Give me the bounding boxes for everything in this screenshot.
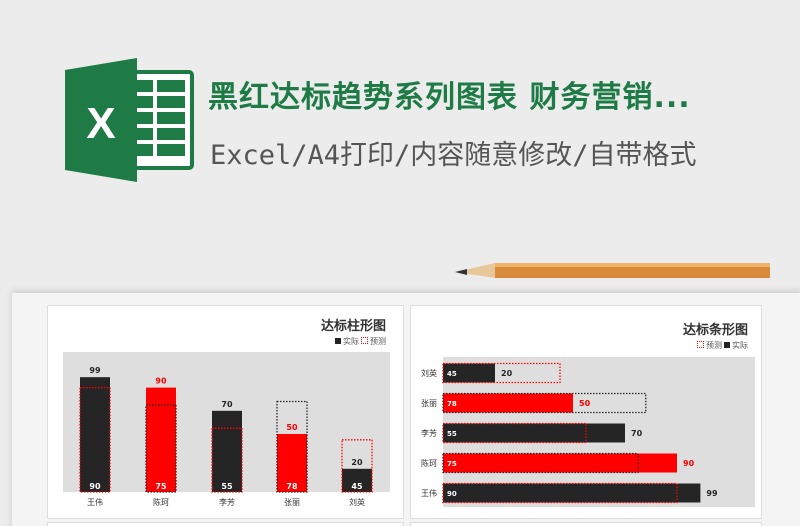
forecast-bar-outline: [341, 439, 373, 493]
page-subtitle: Excel/A4打印/内容随意修改/自带格式: [210, 140, 697, 171]
category-label: 刘英: [349, 497, 365, 507]
svg-text:X: X: [86, 99, 115, 148]
category-label: 王伟: [421, 488, 437, 498]
forecast-value-label: 45: [351, 482, 363, 491]
legend-forecast: 预测: [370, 337, 386, 346]
forecast-bar-outline: [276, 400, 308, 493]
actual-bar: [212, 410, 242, 492]
actual-value-label: 20: [501, 369, 513, 378]
legend-actual: 实际: [732, 341, 748, 350]
forecast-value-label: 90: [89, 482, 101, 491]
category-label: 陈珂: [153, 497, 169, 507]
category-label: 张丽: [421, 399, 437, 408]
category-label: 王伟: [87, 497, 103, 507]
forecast-bar-outline: [442, 452, 639, 474]
actual-bar: [443, 363, 495, 383]
forecast-bar-outline: [79, 386, 111, 493]
actual-bar: [443, 483, 701, 503]
actual-value-label: 99: [706, 489, 718, 498]
actual-value-label: 99: [89, 366, 101, 375]
actual-value-label: 70: [221, 400, 233, 409]
forecast-bar-outline: [145, 404, 177, 493]
forecast-value-label: 78: [286, 482, 298, 491]
column-chart-title: 达标柱形图: [320, 319, 386, 334]
excel-icon: X: [65, 58, 194, 182]
category-label: 刘英: [421, 368, 437, 378]
forecast-value-label: 78: [447, 400, 457, 408]
legend-forecast-swatch: [697, 341, 704, 348]
legend-actual-swatch: [724, 342, 730, 348]
forecast-value-label: 75: [155, 482, 167, 491]
legend-actual-swatch: [335, 338, 341, 344]
panel-bottom-left: [47, 522, 404, 526]
forecast-value-label: 90: [447, 490, 457, 498]
actual-value-label: 90: [155, 377, 167, 386]
category-label: 张丽: [284, 498, 300, 507]
actual-bar: [443, 393, 573, 413]
actual-value-label: 50: [579, 399, 591, 408]
category-label: 李芳: [421, 428, 437, 438]
column-chart-legend: 实际 预测: [333, 336, 386, 347]
legend-forecast-swatch: [361, 337, 368, 344]
actual-value-label: 50: [286, 423, 298, 432]
forecast-bar-outline: [211, 427, 243, 493]
pencil-icon: [455, 263, 770, 278]
actual-value-label: 20: [351, 458, 363, 467]
actual-bar: [443, 423, 625, 443]
actual-bar: [80, 377, 110, 492]
forecast-value-label: 45: [447, 370, 457, 378]
bar-chart-title: 达标条形图: [682, 323, 748, 338]
actual-bar: [443, 453, 677, 473]
forecast-value-label: 55: [447, 430, 457, 438]
actual-bar: [146, 387, 176, 492]
forecast-bar-outline: [442, 362, 561, 384]
forecast-value-label: 55: [221, 482, 233, 491]
page-title: 黑红达标趋势系列图表 财务营销...: [208, 80, 691, 115]
category-label: 陈珂: [421, 458, 437, 468]
actual-bar: [277, 434, 307, 492]
forecast-bar-outline: [442, 482, 678, 504]
actual-value-label: 70: [631, 429, 643, 438]
forecast-value-label: 75: [447, 460, 457, 468]
category-label: 李芳: [219, 497, 235, 507]
bar-chart-legend: 预测 实际: [695, 340, 748, 351]
actual-bar: [342, 468, 372, 492]
panel-bottom-right: [410, 522, 762, 526]
actual-value-label: 90: [683, 459, 695, 468]
legend-actual: 实际: [343, 337, 359, 346]
legend-forecast: 预测: [706, 341, 722, 350]
